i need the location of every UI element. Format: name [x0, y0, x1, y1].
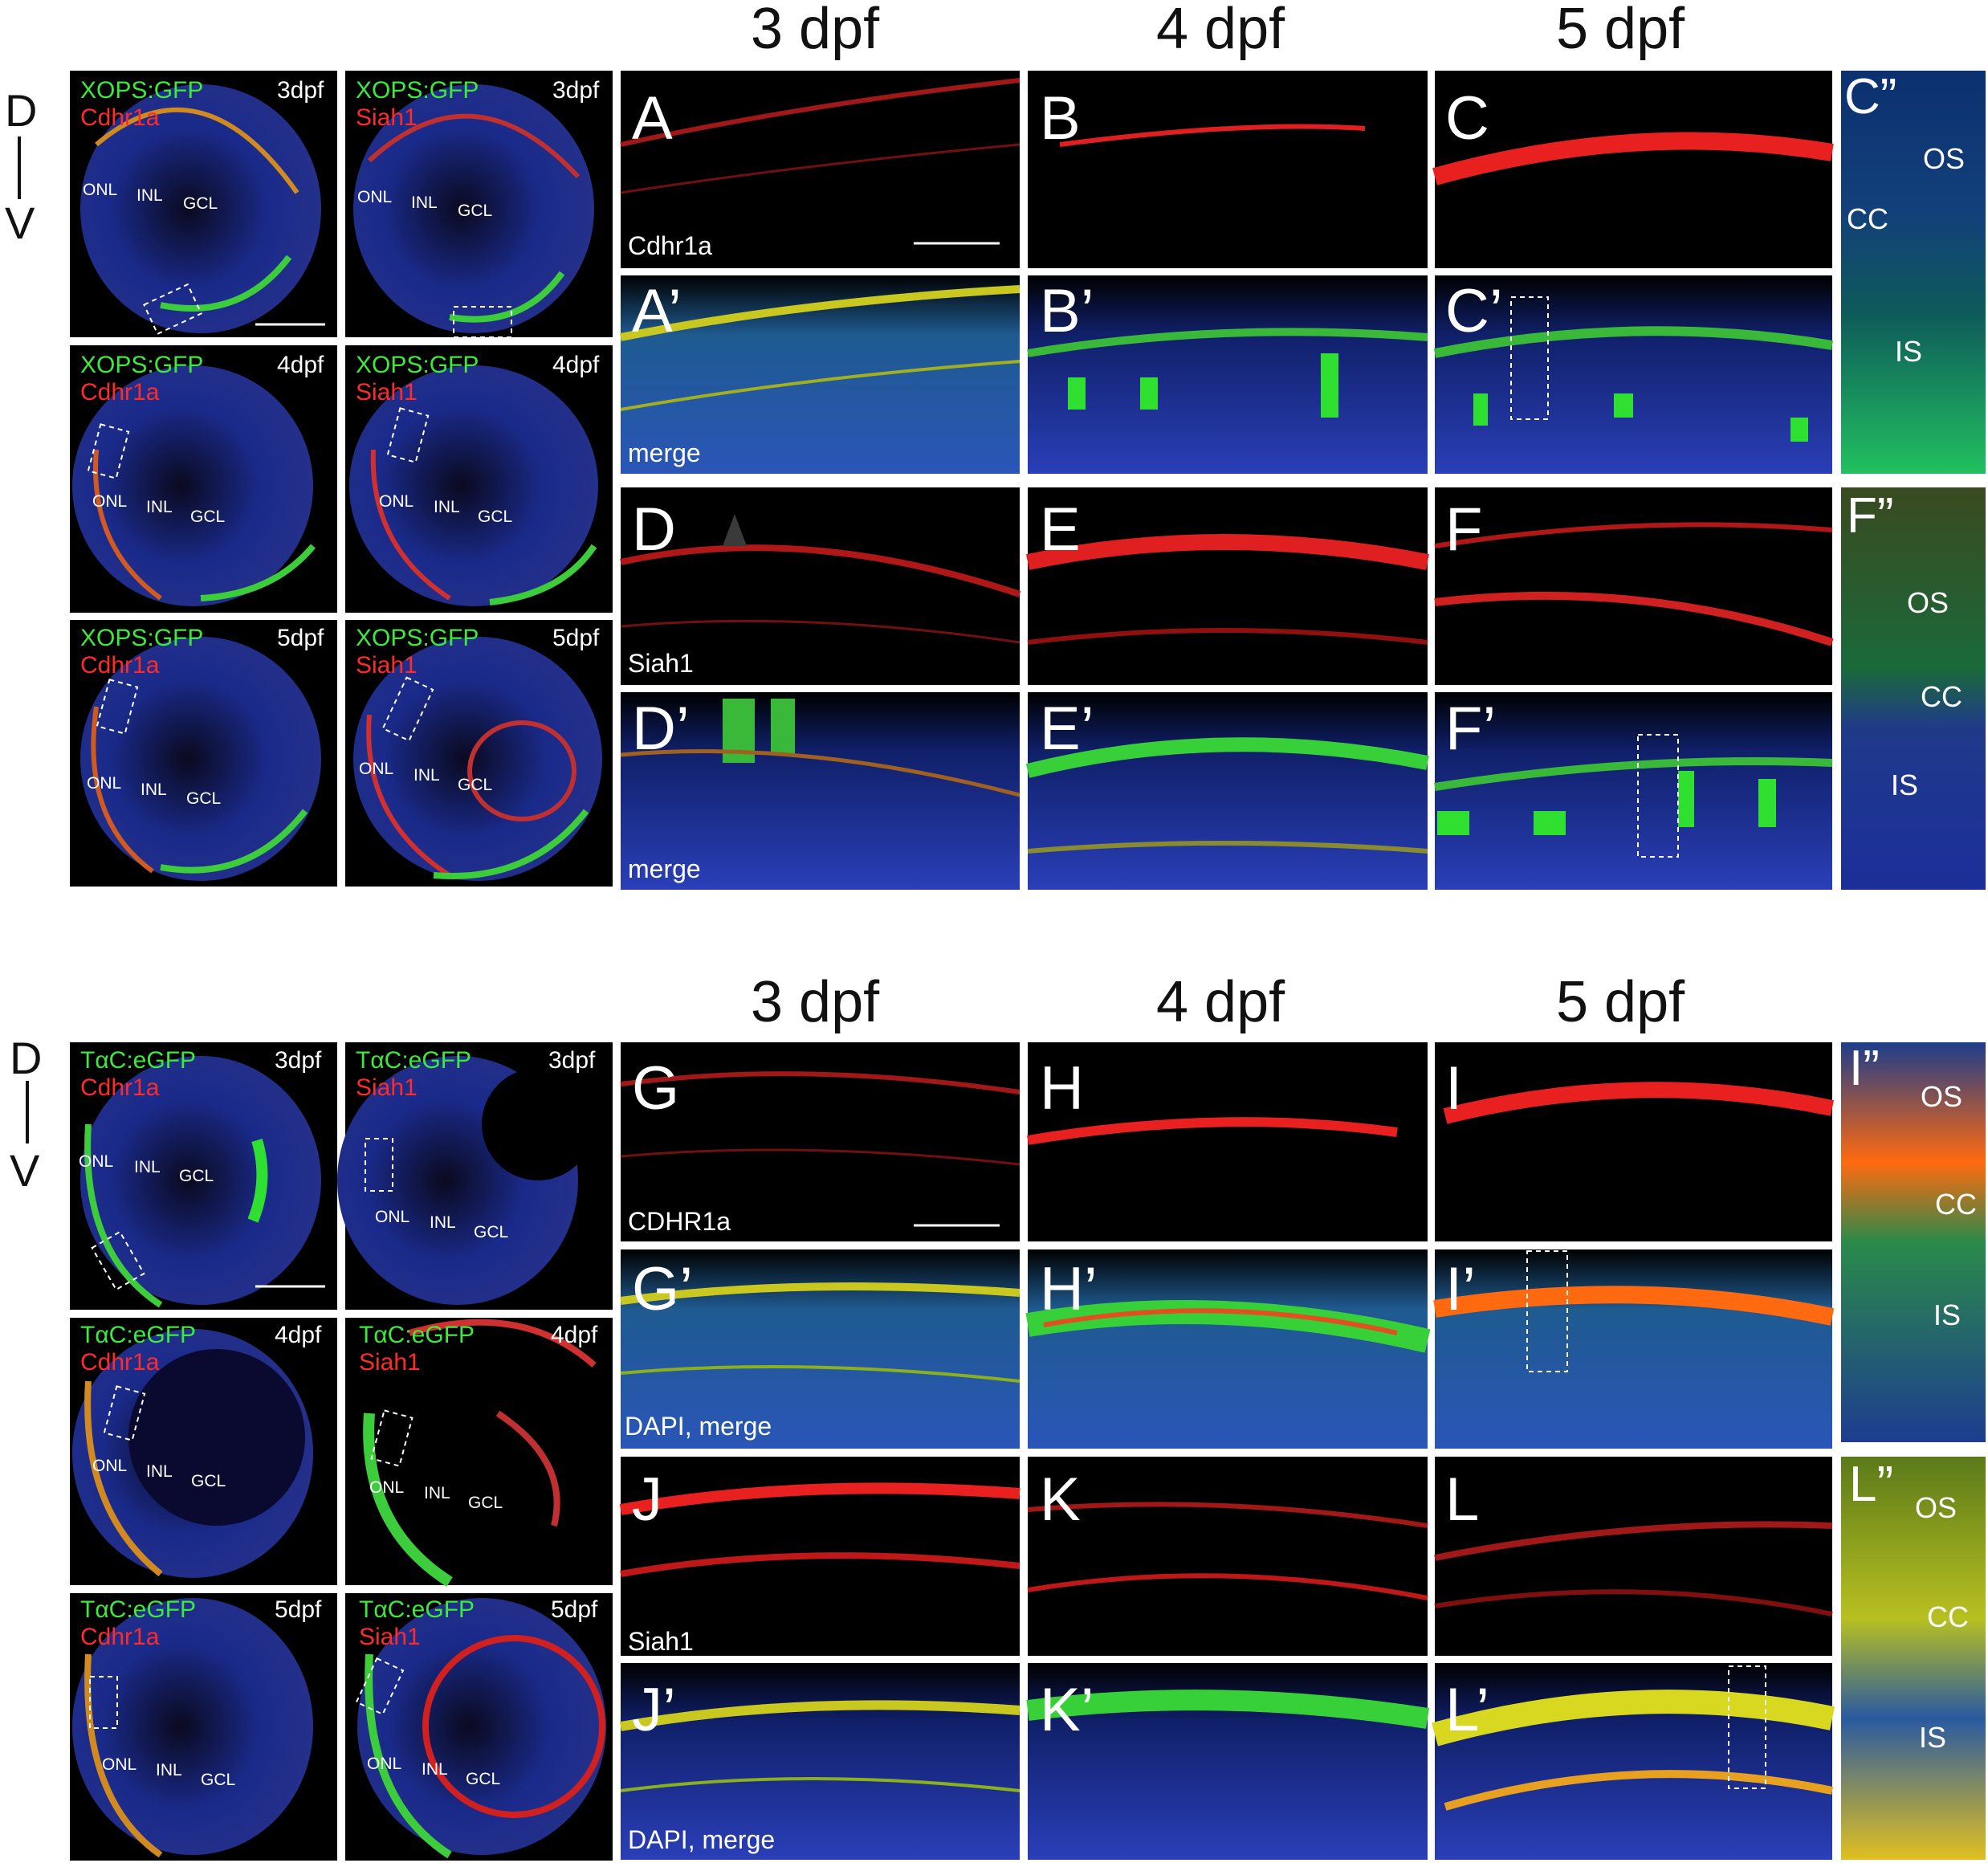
bottom-eye-panels [70, 1042, 613, 1861]
bottom-zoom-panels [1841, 1042, 1986, 1860]
top-inset-boxes [87, 283, 512, 742]
top-eye-panels [70, 71, 613, 887]
bottom-inset-boxes [89, 1138, 413, 1729]
top-strip-panels [620, 71, 1834, 890]
bottom-strip-panels [619, 1042, 1835, 1860]
top-zoom-panels [1841, 71, 1986, 890]
